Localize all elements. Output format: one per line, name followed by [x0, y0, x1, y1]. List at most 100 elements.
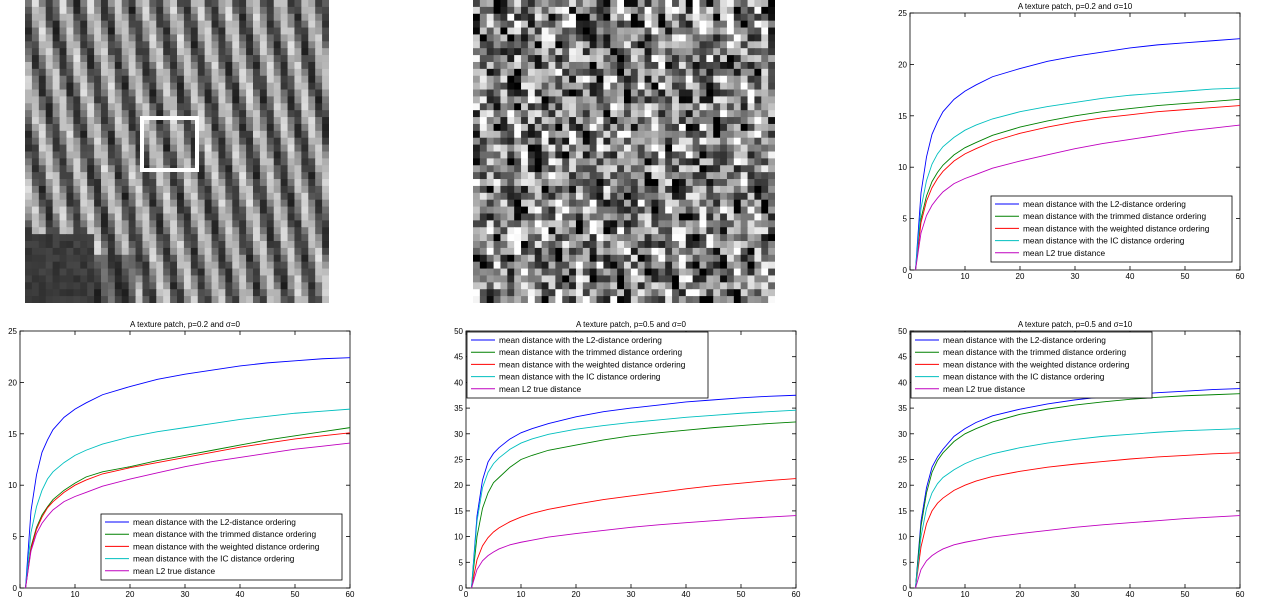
- y-tick-label: 5: [903, 215, 908, 224]
- series-line: [25, 442, 351, 589]
- series-line: [25, 357, 351, 589]
- y-tick-label: 40: [454, 378, 463, 387]
- x-tick-label: 40: [1126, 272, 1135, 281]
- x-tick-label: 0: [464, 590, 469, 599]
- y-tick-label: 30: [898, 430, 907, 439]
- series-line: [471, 409, 797, 589]
- x-tick-label: 10: [517, 590, 526, 599]
- legend-label: mean distance with the trimmed distance …: [1023, 211, 1206, 221]
- x-tick-label: 50: [1181, 590, 1190, 599]
- legend-label: mean distance with the weighted distance…: [1023, 223, 1210, 233]
- series-line: [915, 98, 1241, 271]
- legend-label: mean distance with the IC distance order…: [943, 372, 1105, 382]
- x-tick-label: 20: [126, 590, 135, 599]
- x-tick-label: 0: [18, 590, 23, 599]
- y-tick-label: 20: [898, 481, 907, 490]
- y-tick-label: 15: [8, 430, 17, 439]
- chart-p02-sigma0: A texture patch, p=0.2 and σ=0 0 10 20 30 40 5…: [8, 320, 355, 599]
- highlight-box: [140, 116, 199, 172]
- series-line: [915, 105, 1241, 271]
- y-tick-label: 45: [898, 353, 907, 362]
- series-line: [25, 408, 351, 589]
- y-tick-label: 15: [898, 507, 907, 516]
- y-tick-label: 10: [898, 163, 907, 172]
- x-tick-label: 60: [346, 590, 355, 599]
- chart-p05-sigma10: A texture patch, p=0.5 and σ=10 0 10 20 30 40…: [898, 320, 1245, 599]
- series-line: [471, 421, 797, 589]
- legend: mean distance with the L2-distance order…: [990, 195, 1233, 263]
- x-tick-label: 20: [1016, 272, 1025, 281]
- y-tick-label: 50: [898, 327, 907, 336]
- legend: mean distance with the L2-distance order…: [100, 513, 343, 581]
- y-tick-label: 5: [903, 558, 908, 567]
- y-tick-label: 15: [898, 112, 907, 121]
- legend-box: [466, 331, 709, 399]
- y-tick-label: 35: [898, 404, 907, 413]
- legend: mean distance with the L2-distance order…: [910, 331, 1153, 399]
- series-line: [915, 393, 1241, 589]
- legend-label: mean distance with the L2-distance order…: [1023, 199, 1186, 209]
- x-tick-label: 40: [236, 590, 245, 599]
- chart-title: A texture patch, p=0.2 and σ=0: [130, 320, 240, 329]
- series-line: [915, 87, 1241, 271]
- legend-label: mean distance with the IC distance order…: [499, 372, 661, 382]
- y-tick-label: 45: [454, 353, 463, 362]
- y-tick-label: 0: [903, 266, 908, 275]
- chart-title: A texture patch, p=0.2 and σ=10: [1018, 2, 1133, 11]
- legend-label: mean distance with the trimmed distance …: [133, 529, 316, 539]
- legend-label: mean distance with the L2-distance order…: [499, 335, 662, 345]
- x-tick-label: 60: [1236, 590, 1245, 599]
- y-tick-label: 30: [454, 430, 463, 439]
- y-tick-label: 10: [898, 533, 907, 542]
- y-tick-label: 25: [898, 456, 907, 465]
- legend-label: mean distance with the weighted distance…: [499, 359, 686, 369]
- chart-p02-sigma10: A texture patch, p=0.2 and σ=10 0 10 20 30 40…: [898, 2, 1245, 281]
- x-tick-label: 60: [792, 590, 801, 599]
- legend-label: mean L2 true distance: [499, 384, 581, 394]
- legend-label: mean distance with the weighted distance…: [943, 359, 1130, 369]
- y-tick-label: 20: [8, 378, 17, 387]
- y-tick-label: 0: [13, 584, 18, 593]
- legend-label: mean distance with the IC distance order…: [1023, 236, 1185, 246]
- series-line: [915, 452, 1241, 589]
- legend-label: mean distance with the L2-distance order…: [943, 335, 1106, 345]
- y-tick-label: 25: [898, 9, 907, 18]
- y-tick-label: 5: [13, 533, 18, 542]
- series-line: [915, 515, 1241, 589]
- x-tick-label: 40: [682, 590, 691, 599]
- series-line: [915, 428, 1241, 589]
- noisy-patch-image: [473, 0, 775, 303]
- legend: mean distance with the L2-distance order…: [466, 331, 709, 399]
- legend-label: mean L2 true distance: [1023, 248, 1105, 258]
- y-tick-label: 0: [459, 584, 464, 593]
- series-line: [915, 124, 1241, 271]
- y-tick-label: 15: [454, 507, 463, 516]
- legend-box: [990, 195, 1233, 263]
- x-tick-label: 10: [961, 590, 970, 599]
- series-line: [915, 388, 1241, 589]
- series-line: [25, 432, 351, 589]
- y-tick-label: 25: [8, 327, 17, 336]
- legend-label: mean distance with the L2-distance order…: [133, 517, 296, 527]
- y-tick-label: 35: [454, 404, 463, 413]
- x-tick-label: 20: [1016, 590, 1025, 599]
- y-tick-label: 20: [454, 481, 463, 490]
- legend-box: [100, 513, 343, 581]
- y-tick-label: 10: [454, 533, 463, 542]
- chart-title: A texture patch, p=0.5 and σ=10: [1018, 320, 1133, 329]
- y-tick-label: 0: [903, 584, 908, 593]
- x-tick-label: 30: [181, 590, 190, 599]
- series-line: [471, 515, 797, 589]
- x-tick-label: 30: [1071, 272, 1080, 281]
- texture-patch-image: [25, 0, 329, 303]
- x-tick-label: 0: [908, 272, 913, 281]
- x-tick-label: 10: [961, 272, 970, 281]
- series-line: [471, 394, 797, 589]
- x-tick-label: 0: [908, 590, 913, 599]
- x-tick-label: 40: [1126, 590, 1135, 599]
- legend-label: mean L2 true distance: [943, 384, 1025, 394]
- y-tick-label: 20: [898, 60, 907, 69]
- x-tick-label: 50: [1181, 272, 1190, 281]
- chart-title: A texture patch, p=0.5 and σ=0: [576, 320, 686, 329]
- x-tick-label: 30: [1071, 590, 1080, 599]
